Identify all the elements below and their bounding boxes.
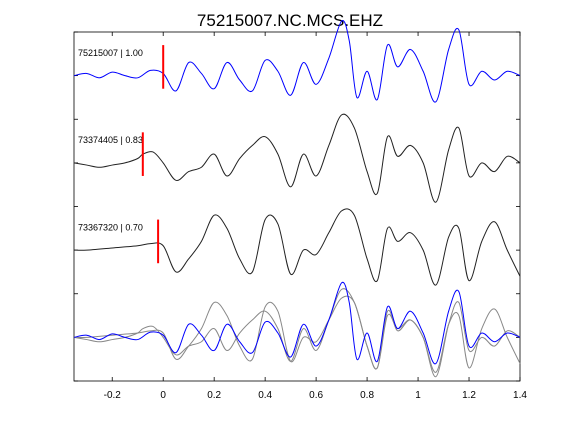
trace-label: 73374405 | 0.83 (78, 135, 143, 145)
x-tick-label: 1 (415, 390, 421, 401)
plot-frame (73, 31, 521, 382)
x-tick-label: 0 (160, 390, 166, 401)
x-tick-label: 0.6 (309, 390, 323, 401)
x-axis: -0.2 0 0.2 0.4 0.6 0.8 1 1.2 1.4 (104, 32, 527, 401)
trace-group: 75215007 | 1.00 73374405 | 0.83 73367320 |… (73, 20, 521, 378)
trace-label: 75215007 | 1.00 (78, 48, 143, 58)
trace-line (73, 281, 521, 365)
x-tick-label: 1.2 (462, 390, 476, 401)
trace-line (73, 208, 521, 286)
x-tick-label: 0.8 (360, 390, 374, 401)
overlay-trace-line (73, 295, 521, 373)
x-tick-label: -0.2 (104, 390, 122, 401)
y-axis (74, 31, 520, 382)
x-tick-label: 1.4 (513, 390, 527, 401)
chart-title: 75215007.NC.MCS.EHZ (197, 11, 383, 30)
trace-line (73, 20, 521, 103)
trace-2: 73374405 | 0.83 (73, 113, 521, 203)
x-tick-label: 0.2 (207, 390, 221, 401)
trace-3: 73367320 | 0.70 (73, 208, 521, 286)
trace-1: 75215007 | 1.00 (73, 20, 521, 103)
trace-line (73, 113, 521, 203)
trace-4 (73, 281, 521, 378)
trace-label: 73367320 | 0.70 (78, 222, 143, 232)
x-tick-label: 0.4 (258, 390, 272, 401)
